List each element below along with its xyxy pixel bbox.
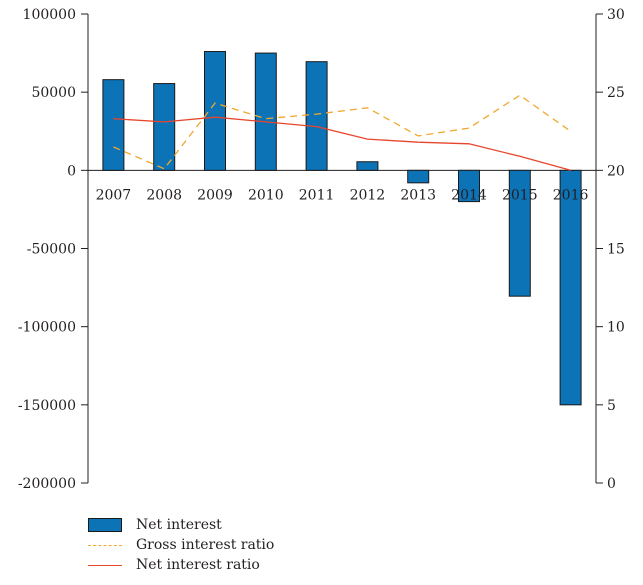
- legend-item-net-interest-ratio: Net interest ratio: [88, 555, 388, 575]
- left-axis-tick-label: -150000: [18, 398, 76, 414]
- left-axis-tick-label: 0: [67, 163, 76, 179]
- x-tick-label: 2013: [400, 187, 436, 203]
- x-tick-labels: 2007 2008 2009 2010 2011 2012 2013 2014 2015 2016: [96, 187, 589, 203]
- bar-net-interest: [559, 169, 582, 406]
- legend-label-gross-interest-ratio: Gross interest ratio: [136, 537, 275, 553]
- right-axis-tick-label: 0: [607, 476, 616, 492]
- x-tick-label: 2012: [350, 187, 386, 203]
- legend-dashed-swatch: [88, 538, 122, 552]
- bar-net-interest: [204, 51, 226, 171]
- bar-net-interest: [508, 169, 531, 297]
- line-net-interest-ratio: [113, 116, 571, 171]
- left-axis-tick-label: -50000: [27, 242, 76, 258]
- legend-bar-swatch: [88, 518, 122, 532]
- x-tick-label: 2016: [553, 187, 589, 203]
- bar-net-interest: [153, 83, 176, 171]
- x-tick-label: 2009: [197, 187, 233, 203]
- x-tick-label: 2011: [299, 187, 335, 203]
- bar-net-interest: [102, 79, 125, 171]
- right-axis-tick-label: 15: [607, 242, 625, 258]
- legend-solid-swatch: [88, 558, 122, 572]
- left-axis-tick-label: -100000: [18, 320, 76, 336]
- left-axis-tick-label: 100000: [23, 7, 76, 23]
- chart-svg: 100000 50000 0 -50000 -100000 -150000 -200000 3…: [18, 7, 625, 492]
- right-axis-tick-label: 10: [607, 320, 625, 336]
- x-tick-label: 2010: [248, 187, 284, 203]
- legend-label-net-interest-ratio: Net interest ratio: [136, 557, 260, 573]
- right-axis-tick-label: 30: [607, 7, 625, 23]
- bar-net-interest: [458, 169, 480, 203]
- bar-net-interest: [305, 61, 328, 171]
- legend-item-gross-interest-ratio: Gross interest ratio: [88, 535, 388, 555]
- bar-net-interest: [356, 161, 379, 171]
- lines-layer: [113, 94, 571, 171]
- x-tick-label: 2014: [451, 187, 487, 203]
- legend: Net interest Gross interest ratio Net in…: [88, 515, 388, 575]
- right-axis-tick-label: 5: [607, 398, 616, 414]
- axes: 100000 50000 0 -50000 -100000 -150000 -200000 3…: [18, 7, 625, 492]
- right-axis-tick-label: 25: [607, 85, 625, 101]
- x-tick-label: 2015: [502, 187, 538, 203]
- left-axis-tick-label: 50000: [31, 85, 76, 101]
- bars-layer: [102, 51, 582, 406]
- line-gross-interest-ratio: [113, 94, 571, 170]
- bar-net-interest: [407, 169, 430, 184]
- bar-net-interest: [254, 52, 277, 171]
- x-tick-label: 2007: [96, 187, 132, 203]
- legend-label-net-interest: Net interest: [136, 517, 222, 533]
- left-axis-tick-label: -200000: [18, 476, 76, 492]
- right-axis-tick-label: 20: [607, 163, 625, 179]
- x-tick-label: 2008: [146, 187, 182, 203]
- legend-item-net-interest: Net interest: [88, 515, 388, 535]
